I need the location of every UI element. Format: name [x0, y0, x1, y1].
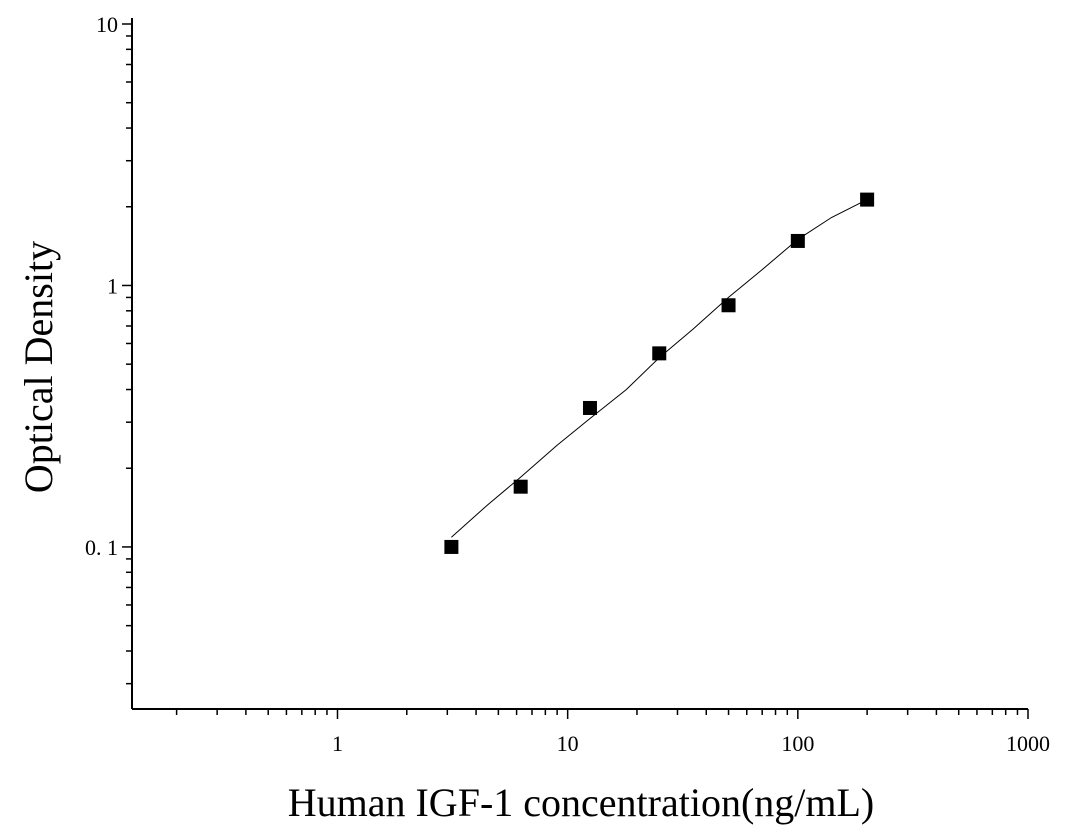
y-tick-label: 0. 1 — [85, 535, 118, 560]
x-tick-label: 100 — [781, 731, 814, 756]
y-tick-label: 10 — [96, 12, 118, 37]
data-point — [721, 298, 736, 313]
x-tick-label: 1 — [332, 731, 343, 756]
data-point — [790, 233, 805, 248]
axes: 1 10 100 1000 0. 1 1 10 — [85, 12, 1050, 756]
data-points — [444, 192, 875, 554]
x-tick-label: 1000 — [1006, 731, 1050, 756]
data-point — [513, 479, 528, 494]
data-point — [582, 400, 597, 415]
y-tick-label: 1 — [107, 273, 118, 298]
y-axis-title: Optical Density — [16, 241, 61, 493]
x-axis-title: Human IGF-1 concentration(ng/mL) — [288, 780, 875, 825]
data-point — [444, 539, 459, 554]
data-point — [860, 192, 875, 207]
x-tick-label: 10 — [557, 731, 579, 756]
data-point — [652, 346, 667, 361]
